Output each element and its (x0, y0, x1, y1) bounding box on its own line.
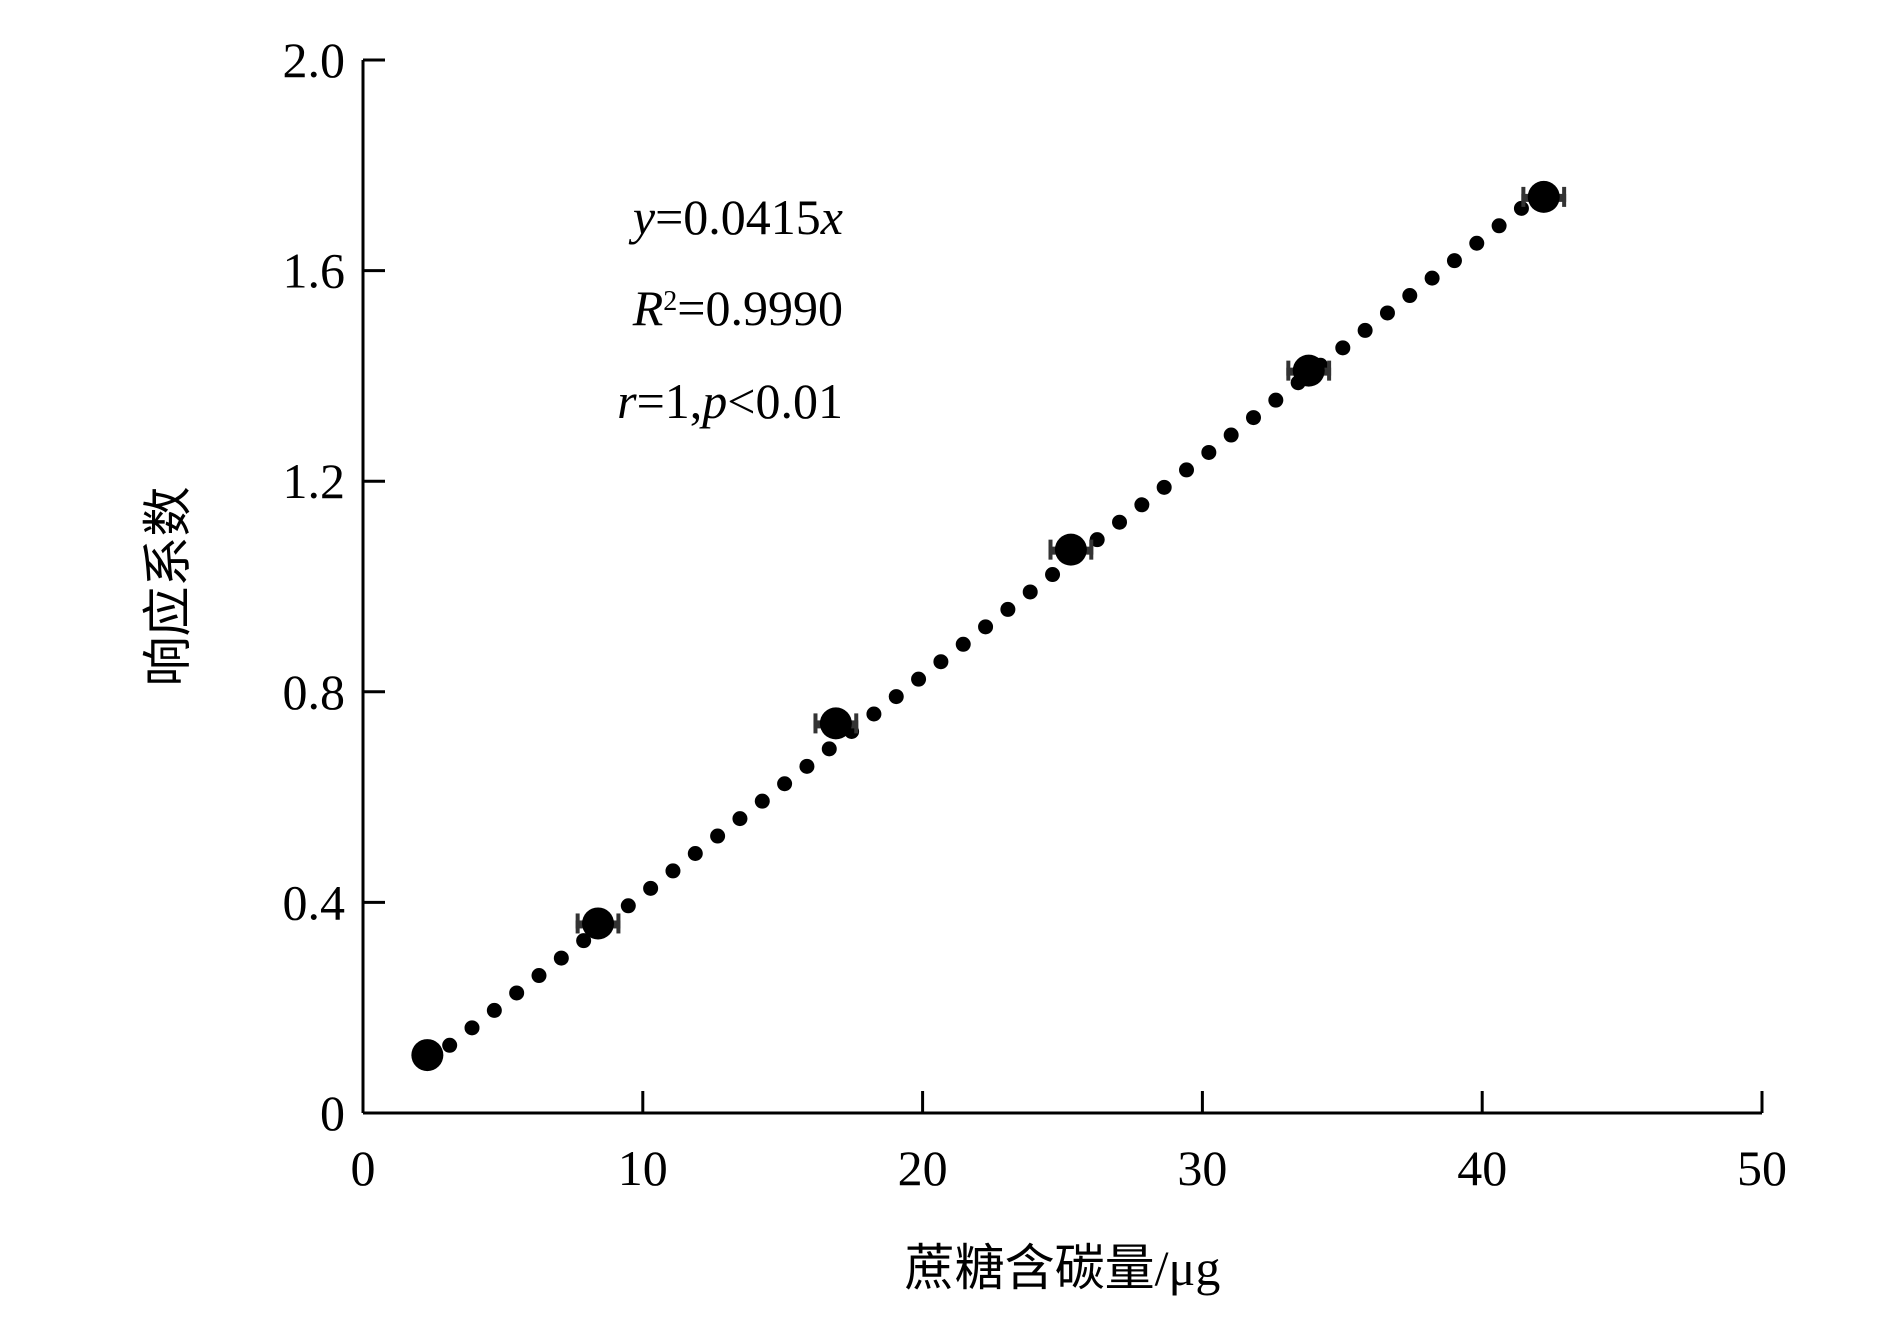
fit-line-dot (888, 689, 904, 705)
fit-line-dot (1156, 479, 1172, 495)
fit-line-dot (643, 880, 659, 896)
y-tick-label: 0.8 (283, 664, 346, 720)
annotations: y=0.0415x R2=0.9990 r=1,p<0.01 (617, 189, 843, 429)
fit-line-dot (1000, 601, 1016, 617)
fit-line-dot (1112, 514, 1128, 530)
fit-line-dot (1268, 392, 1284, 408)
fit-line-dot (1357, 322, 1373, 338)
error-cap (1521, 186, 1526, 207)
fit-line-dot (1134, 497, 1150, 513)
x-axis-title: 蔗糖含碳量/μg (905, 1240, 1221, 1296)
y-tick-label: 1.6 (283, 243, 346, 299)
fit-line-dot (1201, 444, 1217, 460)
data-marks (411, 180, 1567, 1072)
annotation-part: =0.9990 (677, 280, 843, 336)
fit-line-dot (933, 654, 949, 670)
annotation-part: x (820, 189, 843, 245)
fit-line-dot (1022, 584, 1038, 600)
fit-line-dot (978, 619, 994, 635)
y-tick-label: 1.2 (283, 453, 346, 509)
data-point (582, 907, 615, 940)
annotation-part: y (628, 189, 656, 245)
annotation-part: p (699, 373, 727, 429)
fit-line-dot (1089, 532, 1105, 548)
fit-line-dot (1223, 427, 1239, 443)
fit-line-dot (509, 985, 525, 1001)
fit-line-dot (911, 671, 927, 687)
fit-line-dot (665, 863, 681, 879)
annotation-equation: y=0.0415x (628, 189, 843, 245)
annotation-part: <0.01 (727, 373, 843, 429)
fit-line-dot (710, 828, 726, 844)
error-cap (813, 713, 818, 734)
fit-line-dot (1335, 340, 1351, 356)
error-cap (854, 713, 859, 734)
x-tick-label: 40 (1457, 1140, 1507, 1196)
error-cap (1048, 539, 1053, 560)
annotation-part: r (617, 373, 637, 429)
x-tick-label: 20 (898, 1140, 948, 1196)
data-point (1054, 533, 1087, 566)
y-tick-label: 0 (320, 1085, 345, 1141)
x-tick-label: 10 (618, 1140, 668, 1196)
annotation-correlation: r=1,p<0.01 (617, 373, 843, 429)
fit-line-dot (1179, 462, 1195, 478)
y-axis-title: 响应系数 (140, 487, 196, 687)
fit-line-dot (732, 811, 748, 827)
fit-line-dot (687, 845, 703, 861)
fit-line-dot (1402, 288, 1418, 304)
fit-line-dot (821, 741, 837, 757)
annotation-part: =1, (637, 373, 703, 429)
error-cap (1089, 539, 1094, 560)
fit-line-dot (464, 1020, 480, 1036)
x-tick-label: 50 (1737, 1140, 1787, 1196)
data-point (819, 707, 852, 740)
fit-line-dot (442, 1037, 458, 1053)
error-cap (1562, 186, 1567, 207)
fit-line-dot (866, 706, 882, 722)
annotation-part: R (632, 280, 664, 336)
x-tick-label: 30 (1177, 1140, 1227, 1196)
fit-line-dot (553, 950, 569, 966)
annotation-part: =0.0415 (655, 189, 821, 245)
error-cap (1327, 360, 1332, 381)
error-cap (616, 913, 621, 934)
data-point (1292, 354, 1325, 387)
data-point (1527, 180, 1560, 213)
fit-line-dot (1379, 305, 1395, 321)
fit-line-dot (754, 793, 770, 809)
fit-line-dot (1245, 410, 1261, 426)
data-point (411, 1039, 444, 1072)
axes: 0 10 20 30 40 50 0 0.4 0.8 1.2 1.6 2.0 (283, 32, 1788, 1196)
y-tick-label: 0.4 (283, 874, 346, 930)
annotation-part: 2 (663, 286, 677, 317)
fit-line-dot (531, 968, 547, 984)
fit-line-dot (955, 636, 971, 652)
fit-line-dot (620, 898, 636, 914)
x-tick-label: 0 (351, 1140, 376, 1196)
fit-line-dot (1469, 235, 1485, 251)
fit-line-dot (486, 1002, 502, 1018)
fit-line-dot (777, 776, 793, 792)
fit-line-dot (1446, 253, 1462, 269)
fit-line-dot (1045, 567, 1061, 583)
y-tick-label: 2.0 (283, 32, 346, 88)
fit-line-dot (576, 933, 592, 949)
fit-line-dot (1491, 218, 1507, 234)
annotation-r-squared: R2=0.9990 (632, 280, 843, 336)
fit-line-dot (799, 758, 815, 774)
error-cap (1286, 360, 1291, 381)
fit-line-dot (1424, 270, 1440, 286)
error-cap (575, 913, 580, 934)
